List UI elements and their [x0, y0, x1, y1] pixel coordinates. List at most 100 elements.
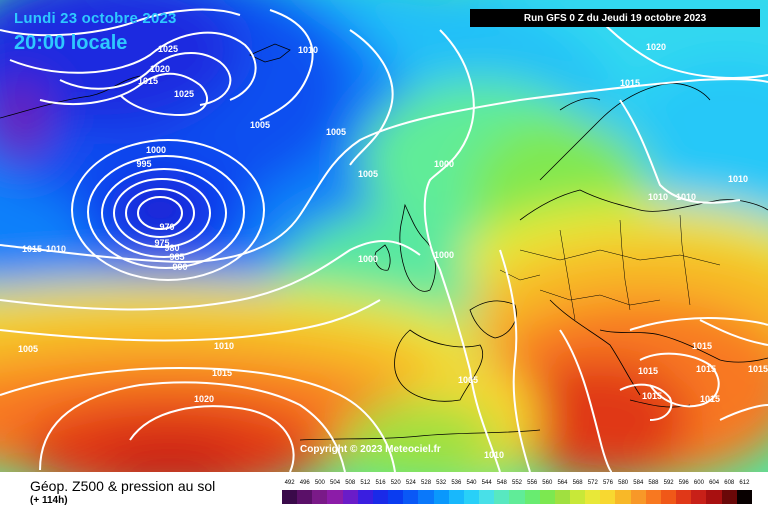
pressure-label: 1015	[700, 394, 720, 404]
model-run-info: Run GFS 0 Z du Jeudi 19 octobre 2023	[470, 9, 760, 27]
legend-swatch	[388, 490, 404, 504]
pressure-label: 1015	[22, 244, 42, 254]
pressure-label: 1015	[620, 78, 640, 88]
pressure-label: 1005	[18, 344, 38, 354]
legend-label: 548	[496, 480, 507, 486]
legend-label: 604	[709, 480, 720, 486]
pressure-label: 1010	[728, 174, 748, 184]
legend-swatch	[494, 490, 510, 504]
pressure-label: 1015	[212, 368, 232, 378]
pressure-label: 970	[159, 222, 174, 232]
legend-label: 580	[618, 480, 629, 486]
legend-label: 504	[330, 480, 341, 486]
legend-swatch	[479, 490, 495, 504]
legend-label: 576	[602, 480, 613, 486]
pressure-label: 1025	[174, 89, 194, 99]
legend-swatch	[433, 490, 449, 504]
legend-label: 532	[436, 480, 447, 486]
legend-swatch	[524, 490, 540, 504]
legend-label: 512	[360, 480, 371, 486]
pressure-label: 1010	[298, 45, 318, 55]
pressure-label: 1015	[138, 76, 158, 86]
legend-swatch	[463, 490, 480, 504]
pressure-label: 1025	[158, 44, 178, 54]
legend-label: 568	[572, 480, 583, 486]
legend-label: 500	[314, 480, 325, 486]
legend-swatch	[342, 490, 358, 504]
color-legend-bar	[282, 490, 752, 504]
legend-swatch	[539, 490, 555, 504]
pressure-label: 1010	[676, 192, 696, 202]
model-run-label: Run GFS 0 Z du Jeudi 19 octobre 2023	[523, 12, 707, 24]
legend-swatch	[297, 490, 313, 504]
legend-swatch	[630, 490, 646, 504]
legend-label: 536	[451, 480, 462, 486]
pressure-label: 1015	[748, 364, 768, 374]
pressure-label: 1010	[214, 341, 234, 351]
forecast-date: Lundi 23 octobre 2023	[14, 10, 177, 27]
legend-label: 564	[557, 480, 568, 486]
legend-swatch	[418, 490, 434, 504]
pressure-label: 1000	[434, 159, 454, 169]
legend-swatch	[569, 490, 586, 504]
forecast-lead-time: (+ 114h)	[30, 495, 68, 506]
pressure-label: 1015	[692, 341, 712, 351]
legend-label: 584	[633, 480, 644, 486]
legend-label: 612	[739, 480, 750, 486]
legend-swatch	[554, 490, 570, 504]
legend-label: 592	[663, 480, 674, 486]
pressure-label: 1020	[194, 394, 214, 404]
legend-label: 540	[466, 480, 477, 486]
legend-swatch	[660, 490, 677, 504]
pressure-label: 1005	[358, 169, 378, 179]
pressure-label: 1000	[146, 145, 166, 155]
geopotential-field	[0, 0, 768, 472]
pressure-label: 1020	[646, 42, 666, 52]
legend-swatch	[357, 490, 373, 504]
pressure-label: 1010	[46, 244, 66, 254]
pressure-label: 1020	[150, 64, 170, 74]
legend-swatch	[312, 490, 328, 504]
legend-swatch	[509, 490, 525, 504]
legend-swatch	[706, 490, 722, 504]
legend-label: 508	[345, 480, 356, 486]
legend-swatch	[448, 490, 464, 504]
forecast-local-time: 20:00 locale	[14, 32, 128, 54]
pressure-label: 1015	[642, 391, 662, 401]
country-borders	[499, 214, 721, 321]
legend-swatch	[736, 490, 752, 504]
legend-label: 492	[284, 480, 295, 486]
legend-label: 516	[375, 480, 386, 486]
legend-swatch	[600, 490, 616, 504]
pressure-label: 1005	[250, 120, 270, 130]
legend-swatch	[721, 490, 737, 504]
color-legend-labels: 492 496 500 504 508 512 516 520 524 528 532 536 540 5…	[282, 480, 752, 490]
pressure-label: 1000	[434, 250, 454, 260]
legend-swatch	[403, 490, 419, 504]
legend-swatch	[676, 490, 692, 504]
pressure-label: 975	[154, 238, 169, 248]
legend-swatch	[691, 490, 707, 504]
pressure-label: 990	[172, 262, 187, 272]
legend-label: 596	[678, 480, 689, 486]
isobars	[0, 8, 768, 472]
pressure-label: 1005	[326, 127, 346, 137]
legend-swatch	[327, 490, 343, 504]
weather-map: 1025 1020 1015 1025 1010 1005 1005 1000 …	[0, 0, 768, 472]
legend-swatch	[645, 490, 661, 504]
legend-swatch	[585, 490, 601, 504]
legend-label: 600	[693, 480, 704, 486]
pressure-label: 995	[136, 159, 151, 169]
pressure-label: 1015	[638, 366, 658, 376]
pressure-labels: 1025 1020 1015 1025 1010 1005 1005 1000 …	[18, 42, 768, 460]
copyright-notice: Copyright © 2023 Meteociel.fr	[300, 444, 441, 455]
pressure-label: 1000	[358, 254, 378, 264]
pressure-label: 1005	[458, 375, 478, 385]
legend-label: 572	[587, 480, 598, 486]
legend-label: 496	[299, 480, 310, 486]
legend-label: 520	[390, 480, 401, 486]
legend-swatch	[372, 490, 389, 504]
coastlines	[0, 43, 768, 441]
legend-swatch	[282, 490, 298, 504]
legend-label: 544	[481, 480, 492, 486]
